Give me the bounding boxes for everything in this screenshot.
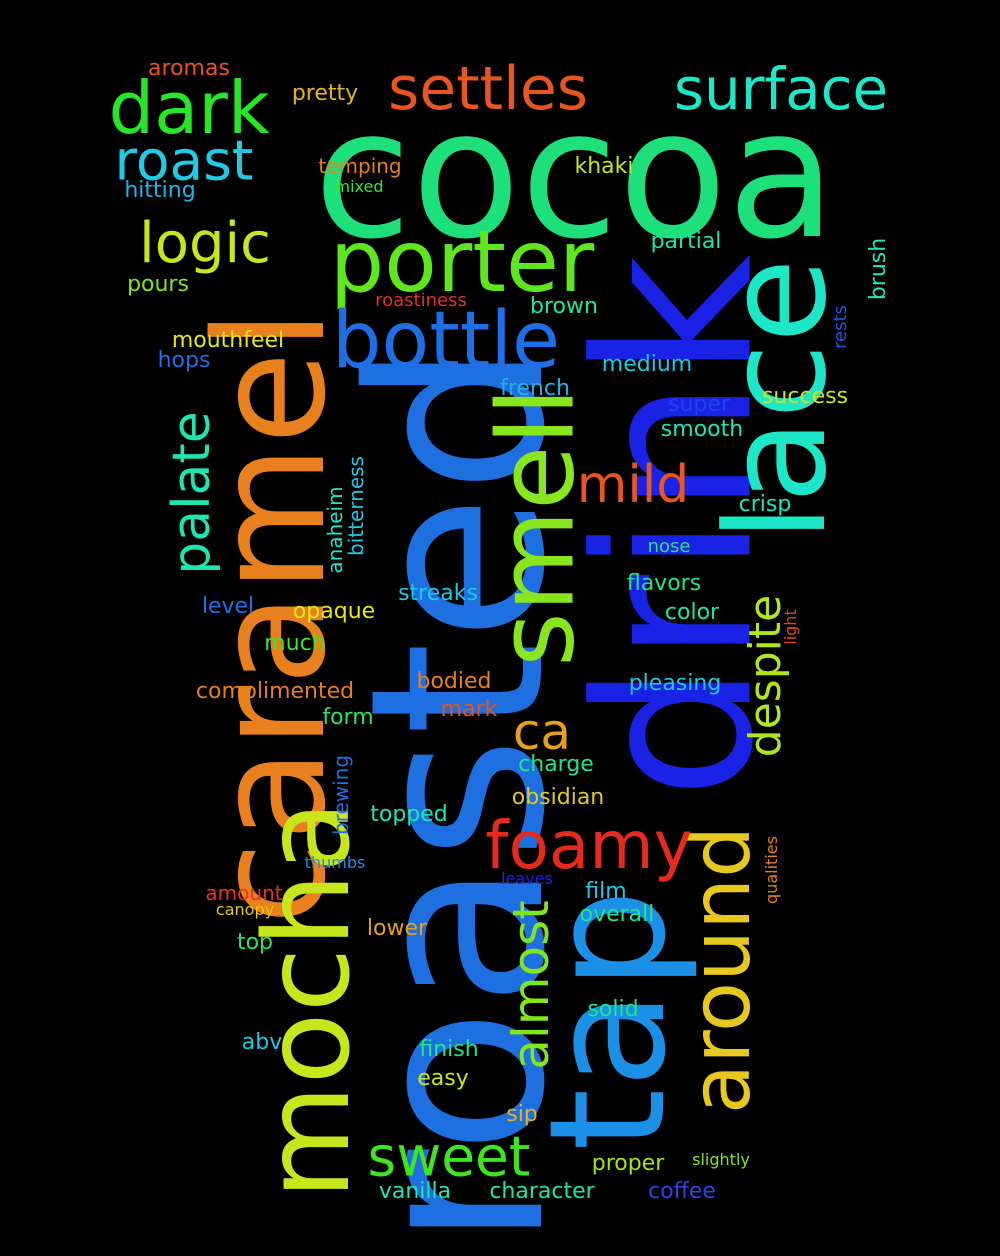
word-amount: amount [205, 881, 283, 905]
word-streaks: streaks [398, 581, 478, 606]
word-proper: proper [591, 1151, 665, 1176]
word-around: around [674, 825, 769, 1115]
word-crisp: crisp [738, 492, 792, 517]
word-bodied: bodied [416, 669, 492, 694]
word-vanilla: vanilla [378, 1179, 452, 1204]
word-abv: abv [241, 1030, 283, 1055]
word-topped: topped [370, 802, 448, 827]
word-level: level [201, 594, 255, 619]
word-solid: solid [587, 997, 639, 1022]
word-leaves: leaves [501, 869, 553, 888]
word-pretty: pretty [291, 81, 359, 106]
word-overall: overall [579, 902, 655, 927]
word-ca: ca [512, 703, 572, 761]
word-palate: palate [162, 411, 222, 575]
word-roastiness: roastiness [375, 290, 467, 311]
word-opaque: opaque [292, 599, 376, 624]
word-roast: roast [114, 128, 254, 193]
word-foamy: foamy [485, 807, 693, 884]
word-brown: brown [530, 294, 598, 319]
word-almost: almost [502, 900, 560, 1070]
word-rests: rests [830, 305, 851, 349]
word-khaki: khaki [574, 154, 634, 179]
word-mild: mild [576, 455, 690, 515]
word-bottle: bottle [331, 296, 561, 386]
word-finish: finish [419, 1037, 479, 1062]
word-canopy: canopy [215, 900, 275, 919]
word-bitterness: bitterness [344, 456, 368, 556]
word-nose: nose [647, 536, 691, 557]
word-much: much [264, 631, 326, 656]
word-character: character [489, 1179, 595, 1204]
word-porter: porter [329, 212, 595, 312]
word-settles: settles [387, 54, 589, 124]
word-hops: hops [157, 348, 211, 373]
word-success: success [761, 384, 849, 409]
word-slightly: slightly [692, 1150, 750, 1169]
word-sweet: sweet [367, 1124, 531, 1189]
word-brush: brush [866, 237, 891, 301]
word-top: top [236, 930, 274, 955]
word-mouthfeel: mouthfeel [171, 328, 285, 353]
word-logic: logic [139, 211, 271, 276]
word-pours: pours [127, 272, 189, 297]
word-dark: dark [108, 66, 270, 150]
word-aromas: aromas [148, 56, 230, 81]
word-easy: easy [417, 1066, 469, 1091]
word-obsidian: obsidian [511, 785, 605, 810]
word-lower: lower [366, 916, 428, 941]
word-form: form [322, 705, 374, 730]
word-brewing: brewing [329, 754, 353, 836]
word-complimented: complimented [195, 679, 355, 704]
word-mixed: mixed [334, 177, 384, 196]
word-pleasing: pleasing [628, 671, 722, 696]
word-mark: mark [440, 697, 498, 722]
word-medium: medium [601, 352, 693, 377]
word-hitting: hitting [124, 178, 196, 203]
word-super: super [668, 392, 730, 417]
word-coffee: coffee [648, 1179, 716, 1204]
word-french: french [500, 376, 570, 401]
word-thumbs: thumbs [304, 853, 366, 872]
word-cocoa: cocoa [313, 71, 837, 278]
word-sip: sip [506, 1102, 538, 1127]
word-charge: charge [518, 752, 594, 777]
word-qualities: qualities [762, 836, 781, 904]
word-temping: temping [318, 154, 402, 178]
word-film: film [585, 879, 627, 904]
word-anaheim: anaheim [323, 486, 347, 574]
word-surface: surface [673, 55, 889, 123]
word-smooth: smooth [660, 417, 744, 442]
word-smell: smell [475, 387, 598, 667]
word-partial: partial [650, 229, 722, 254]
word-light: light [781, 609, 800, 645]
word-color: color [664, 600, 720, 625]
word-flavors: flavors [626, 571, 702, 596]
